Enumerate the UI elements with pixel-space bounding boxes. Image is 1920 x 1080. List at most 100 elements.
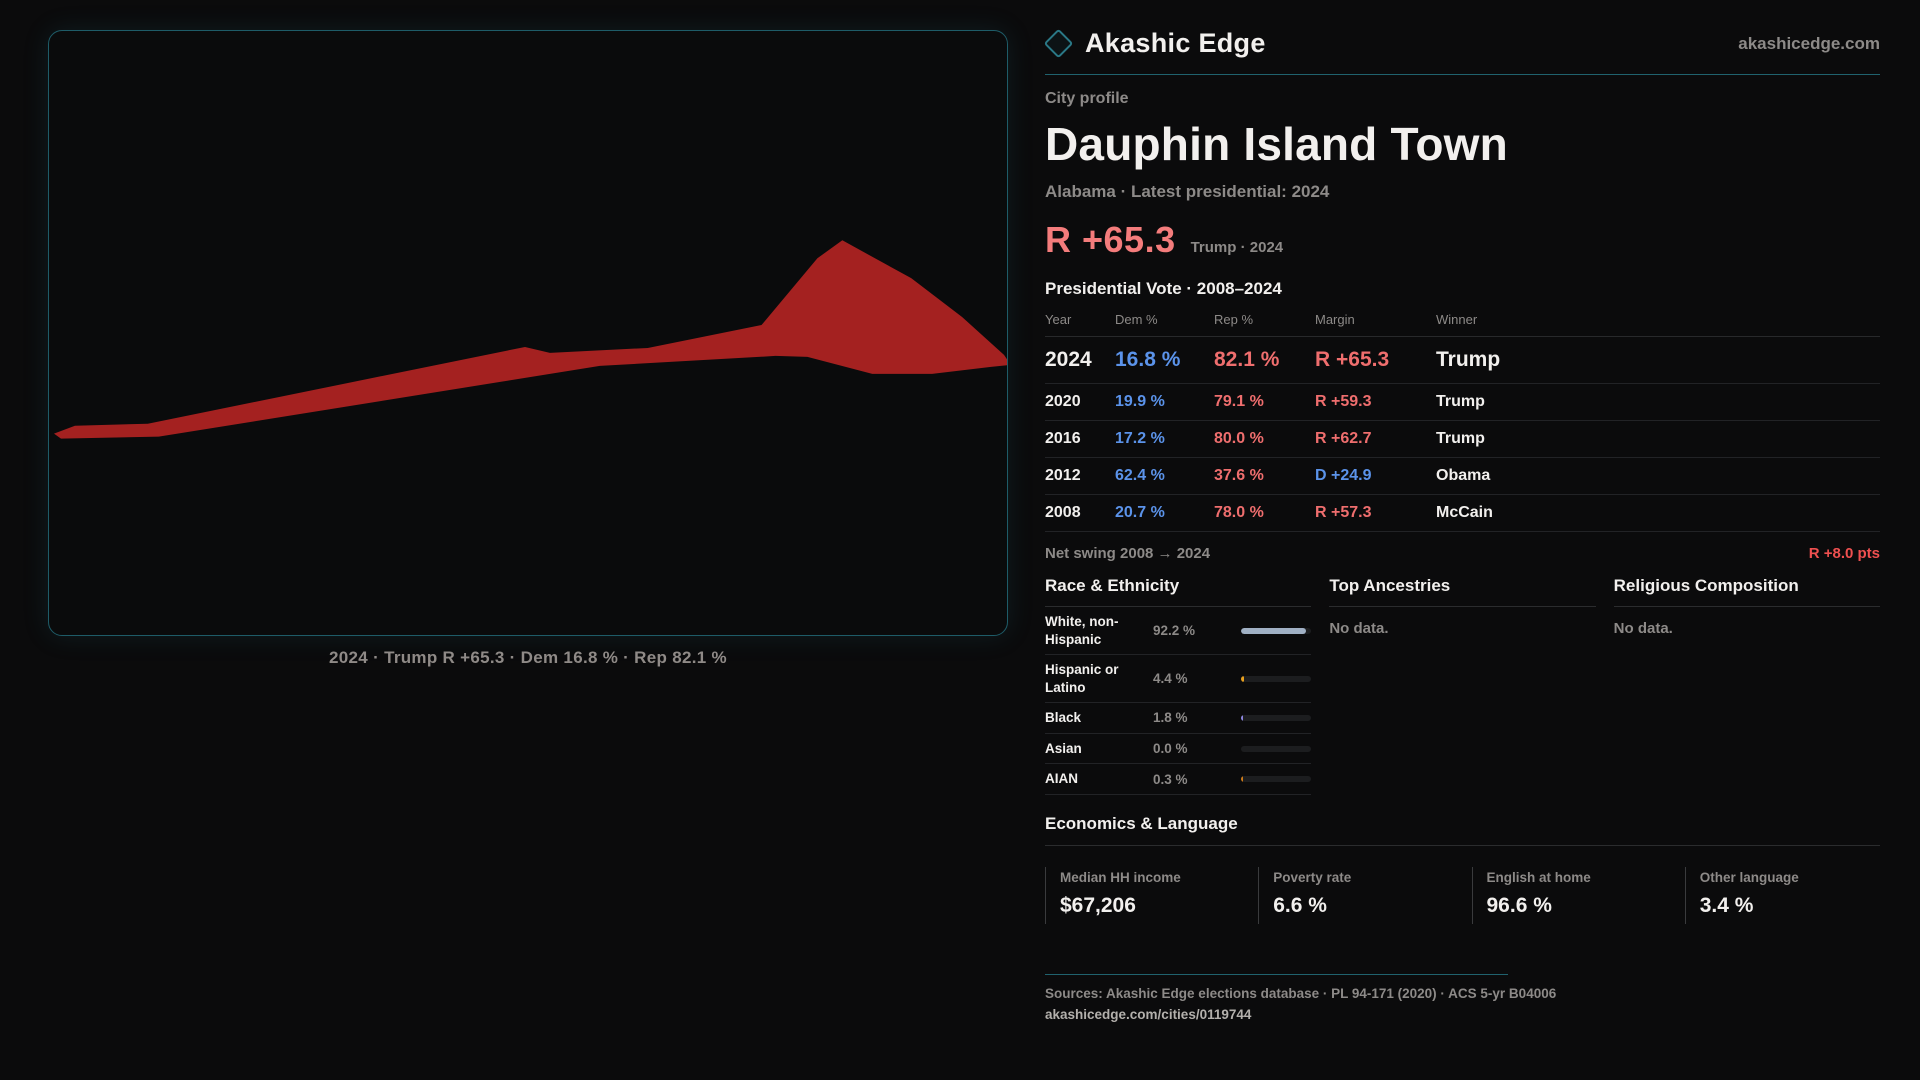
vote-table: Year Dem % Rep % Margin Winner 2024 16.8…	[1045, 307, 1880, 532]
religious-composition-empty: No data.	[1613, 620, 1673, 637]
race-bar-fill	[1241, 714, 1243, 721]
race-bar-track	[1241, 675, 1312, 682]
map-panel	[48, 30, 1008, 636]
stat-card: English at home 96.6 %	[1471, 866, 1667, 924]
economics-heading: Economics & Language	[1045, 814, 1880, 846]
stat-value: 96.6 %	[1486, 893, 1552, 917]
race-ethnicity-heading: Race & Ethnicity	[1045, 576, 1312, 607]
vote-table-header: Year Dem % Rep % Margin Winner	[1045, 307, 1880, 337]
cell-year: 2016	[1045, 430, 1081, 447]
table-row: 2012 62.4 % 37.6 % D +24.9 Obama	[1045, 458, 1880, 495]
race-label: AIAN	[1045, 771, 1078, 787]
col-year: Year	[1045, 312, 1072, 327]
table-row: 2024 16.8 % 82.1 % R +65.3 Trump	[1045, 337, 1880, 384]
cell-rep: 78.0 %	[1214, 504, 1264, 521]
race-value: 92.2 %	[1153, 623, 1196, 639]
top-ancestries-column: Top Ancestries No data.	[1329, 576, 1596, 795]
race-bar-fill	[1241, 627, 1306, 634]
race-row: Hispanic or Latino 4.4 %	[1045, 655, 1312, 704]
cell-dem: 62.4 %	[1115, 467, 1165, 484]
race-row: AIAN 0.3 %	[1045, 764, 1312, 795]
profile-panel: Akashic Edge akashicedge.com City profil…	[1043, 28, 1880, 1022]
race-bar-fill	[1241, 776, 1243, 783]
cell-dem: 16.8 %	[1115, 348, 1181, 371]
cell-rep: 37.6 %	[1214, 467, 1264, 484]
col-rep: Rep %	[1214, 312, 1254, 327]
religious-composition-column: Religious Composition No data.	[1613, 576, 1880, 795]
page-title: Dauphin Island Town	[1045, 118, 1508, 170]
race-value: 0.0 %	[1153, 741, 1188, 756]
brand-domain-link[interactable]: akashicedge.com	[1738, 33, 1880, 53]
kicker-label: City profile	[1045, 90, 1129, 107]
net-swing-value: R +8.0 pts	[1808, 545, 1880, 562]
brand-diamond-icon	[1043, 28, 1074, 59]
col-dem: Dem %	[1115, 312, 1158, 327]
cell-winner: Trump	[1436, 430, 1485, 447]
race-label: White, non-Hispanic	[1045, 614, 1119, 647]
cell-year: 2008	[1045, 504, 1081, 521]
page-footer: Sources: Akashic Edge elections database…	[1045, 973, 1880, 1022]
table-row: 2016 17.2 % 80.0 % R +62.7 Trump	[1045, 421, 1880, 458]
race-bar-track	[1241, 627, 1312, 634]
headline-margin: R +65.3 Trump · 2024	[1045, 219, 1880, 261]
race-value: 4.4 %	[1153, 671, 1188, 687]
map-caption: 2024 · Trump R +65.3 · Dem 16.8 % · Rep …	[329, 648, 727, 667]
stat-label: English at home	[1486, 869, 1591, 885]
cell-year: 2020	[1045, 393, 1081, 410]
stat-label: Poverty rate	[1273, 869, 1352, 885]
headline-margin-detail: Trump · 2024	[1190, 239, 1284, 256]
race-row: Asian 0.0 %	[1045, 734, 1312, 765]
stat-card: Other language 3.4 %	[1684, 866, 1880, 924]
cell-dem: 20.7 %	[1115, 504, 1165, 521]
cell-year: 2012	[1045, 467, 1081, 484]
cell-winner: McCain	[1436, 504, 1493, 521]
cell-winner: Trump	[1436, 393, 1485, 410]
permalink-url[interactable]: akashicedge.com/cities/0119744	[1045, 1006, 1252, 1022]
race-ethnicity-column: Race & Ethnicity White, non-Hispanic 92.…	[1045, 576, 1312, 795]
cell-rep: 80.0 %	[1214, 430, 1264, 447]
race-label: Black	[1045, 710, 1082, 726]
stat-value: $67,206	[1060, 893, 1136, 917]
race-bar-track	[1241, 776, 1312, 783]
cell-winner: Trump	[1436, 348, 1501, 371]
table-row: 2020 19.9 % 79.1 % R +59.3 Trump	[1045, 384, 1880, 421]
footer-rule	[1045, 973, 1508, 975]
brand-lockup: Akashic Edge	[1043, 28, 1266, 59]
cell-margin: D +24.9	[1315, 467, 1372, 484]
race-value: 1.8 %	[1153, 710, 1188, 726]
race-bar-track	[1241, 745, 1312, 752]
cell-margin: R +59.3	[1315, 393, 1372, 410]
cell-rep: 82.1 %	[1214, 348, 1280, 371]
headline-margin-value: R +65.3	[1045, 219, 1176, 260]
island-shape	[53, 240, 1007, 439]
col-winner: Winner	[1436, 312, 1478, 327]
cell-margin: R +62.7	[1315, 430, 1372, 447]
race-row: Black 1.8 %	[1045, 703, 1312, 734]
vote-table-title: Presidential Vote · 2008–2024	[1045, 279, 1282, 298]
cell-year: 2024	[1045, 348, 1092, 371]
top-ancestries-heading: Top Ancestries	[1329, 576, 1596, 607]
cell-dem: 19.9 %	[1115, 393, 1165, 410]
net-swing-row: Net swing 2008 → 2024 R +8.0 pts	[1045, 532, 1880, 564]
race-label: Asian	[1045, 740, 1082, 756]
race-bar-track	[1241, 714, 1312, 721]
brand-name: Akashic Edge	[1085, 28, 1266, 58]
sources-text: Sources: Akashic Edge elections database…	[1045, 985, 1557, 1001]
page-subtitle: Alabama · Latest presidential: 2024	[1045, 182, 1330, 201]
race-value: 0.3 %	[1153, 771, 1188, 787]
cell-rep: 79.1 %	[1214, 393, 1264, 410]
race-bar-fill	[1241, 675, 1245, 682]
economics-stats: Median HH income $67,206 Poverty rate 6.…	[1045, 866, 1880, 924]
site-header: Akashic Edge akashicedge.com	[1043, 28, 1880, 75]
top-ancestries-empty: No data.	[1329, 620, 1389, 637]
cell-dem: 17.2 %	[1115, 430, 1165, 447]
stat-value: 6.6 %	[1273, 893, 1327, 917]
cell-margin: R +65.3	[1315, 348, 1390, 371]
cell-winner: Obama	[1436, 467, 1491, 484]
race-row: White, non-Hispanic 92.2 %	[1045, 607, 1312, 656]
stat-value: 3.4 %	[1699, 893, 1754, 917]
cell-margin: R +57.3	[1315, 504, 1372, 521]
stat-label: Median HH income	[1060, 869, 1181, 885]
city-boundary-map	[53, 240, 1007, 439]
stat-label: Other language	[1699, 869, 1799, 885]
